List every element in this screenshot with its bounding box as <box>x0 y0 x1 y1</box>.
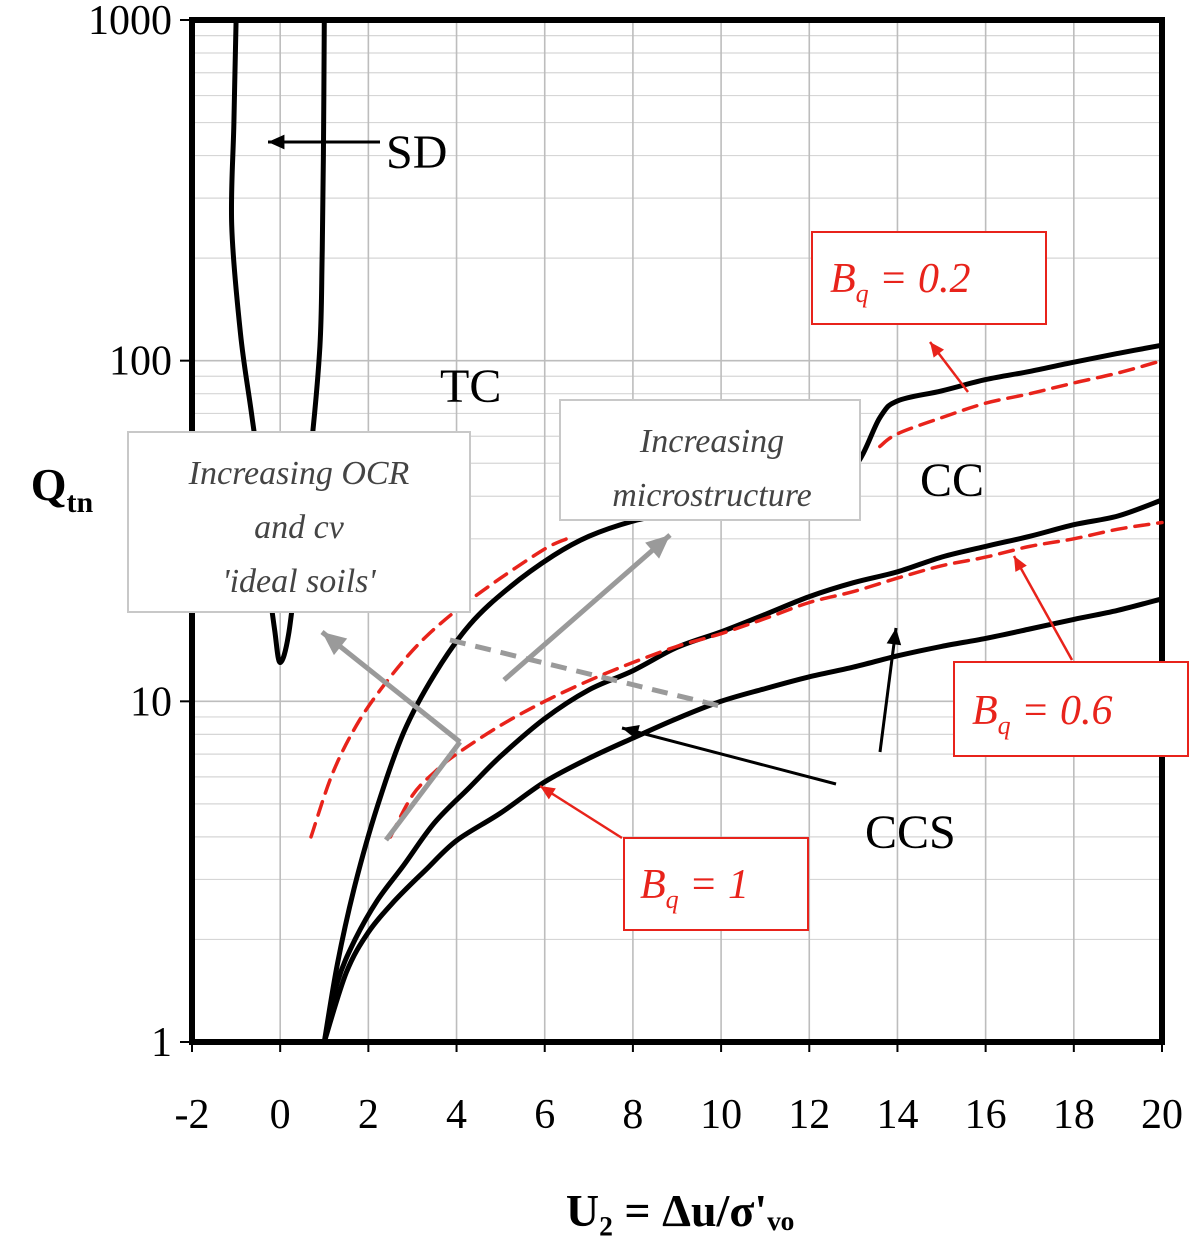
ccs-arrow-up-head <box>886 628 902 646</box>
bq-curve-6 <box>388 520 1164 839</box>
x-tick-label: 4 <box>446 1092 467 1138</box>
y-tick-label: 1000 <box>88 0 172 44</box>
ocr-arrow-shaft <box>384 740 462 842</box>
bq-curve-5 <box>878 358 1164 449</box>
x-tick-label: 14 <box>876 1092 918 1138</box>
microstructure-arrow <box>502 533 672 682</box>
ticks <box>180 19 1163 1052</box>
x-tick-label: 18 <box>1053 1092 1095 1138</box>
x-tick-label: 12 <box>788 1092 830 1138</box>
svg-text:and cv: and cv <box>254 509 345 546</box>
bq-0.6-callout: Bq = 0.6 <box>953 661 1189 757</box>
sd-label: SD <box>386 126 447 179</box>
bq06-arrow-head <box>1014 556 1027 572</box>
x-tick-label: 6 <box>534 1092 555 1138</box>
x-tick-label: 2 <box>358 1092 379 1138</box>
svg-text:'ideal soils': 'ideal soils' <box>222 563 376 600</box>
svg-text:microstructure: microstructure <box>612 477 812 514</box>
svg-text:Bq = 0.6: Bq = 0.6 <box>972 688 1113 740</box>
bq-curve-4 <box>309 537 569 839</box>
bq06-arrow <box>1012 555 1074 661</box>
microstructure-arrow-head <box>645 535 670 559</box>
ocr-annotation-box: Increasing OCR and cv 'ideal soils' <box>127 431 471 613</box>
y-tick-label: 10 <box>130 679 172 725</box>
ocr-arrow <box>320 630 462 744</box>
ccs-arrow-left-head <box>622 725 640 740</box>
x-tick-label: -2 <box>175 1092 210 1138</box>
boundary-curve-3 <box>321 596 1165 1045</box>
labels: -2 0 2 4 6 8 10 12 14 16 18 20 1 10 100 1000 <box>88 0 1183 1138</box>
boundary-curve-0 <box>228 17 327 665</box>
y-tick-label: 1 <box>151 1020 172 1066</box>
ccs-arrow-up <box>878 627 898 753</box>
grey-dashed-line <box>449 637 721 709</box>
bq02-arrow-head <box>930 342 945 358</box>
x-tick-label: 0 <box>270 1092 291 1138</box>
x-tick-label: 10 <box>700 1092 742 1138</box>
ccs-label: CCS <box>865 806 956 859</box>
bq1-arrow <box>539 784 623 840</box>
bq-0.2-callout: Bq = 0.2 <box>811 231 1047 325</box>
sd-arrow-head <box>268 134 285 150</box>
annotation-arrows <box>268 134 1074 842</box>
bq-1-callout: Bq = 1 <box>623 837 809 931</box>
ccs-arrow-left <box>621 726 837 786</box>
svg-text:Increasing OCR: Increasing OCR <box>188 455 410 492</box>
x-axis-label: U₂ = Δu/σ'ᵥₒ <box>566 1185 794 1236</box>
bq1-arrow-head <box>540 786 556 800</box>
cc-label: CC <box>920 454 984 507</box>
svg-text:Increasing: Increasing <box>639 423 784 460</box>
svg-text:Bq = 1: Bq = 1 <box>640 862 749 914</box>
y-axis-label: Qtn <box>31 459 94 519</box>
x-tick-label: 8 <box>622 1092 643 1138</box>
x-tick-label: 16 <box>965 1092 1007 1138</box>
svg-text:Bq = 0.2: Bq = 0.2 <box>830 256 971 308</box>
y-tick-label: 100 <box>109 339 172 385</box>
microstructure-annotation-box: Increasing microstructure <box>559 399 861 521</box>
x-tick-label: 20 <box>1141 1092 1183 1138</box>
tc-label: TC <box>440 360 501 413</box>
ocr-arrow-head <box>322 632 348 656</box>
